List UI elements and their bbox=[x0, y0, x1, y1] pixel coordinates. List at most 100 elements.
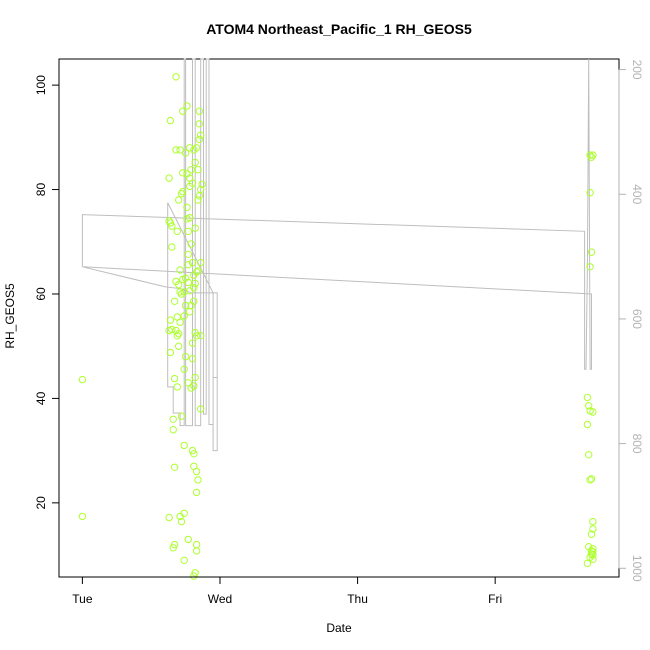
data-point bbox=[183, 102, 191, 110]
data-point bbox=[586, 263, 594, 271]
data-point bbox=[587, 248, 596, 256]
y-tick-label: 80 bbox=[34, 183, 48, 197]
data-point bbox=[184, 535, 193, 544]
data-point bbox=[589, 555, 597, 563]
data-point bbox=[195, 192, 204, 200]
data-point bbox=[195, 120, 204, 128]
data-point bbox=[180, 312, 188, 320]
data-point bbox=[186, 308, 194, 316]
data-point bbox=[583, 393, 592, 402]
profile-line bbox=[81, 58, 592, 452]
data-point bbox=[175, 330, 183, 338]
data-point bbox=[186, 144, 194, 152]
data-point bbox=[194, 476, 202, 484]
data-point bbox=[192, 547, 201, 555]
data-point bbox=[191, 224, 199, 232]
right-y-tick-label: 600 bbox=[630, 309, 644, 329]
data-point bbox=[585, 451, 593, 459]
data-point bbox=[188, 339, 197, 347]
y-tick-label: 100 bbox=[34, 75, 48, 95]
right-y-tick-label: 1000 bbox=[630, 555, 644, 582]
data-point bbox=[176, 288, 184, 296]
data-point bbox=[197, 131, 205, 139]
data-point bbox=[589, 151, 597, 159]
data-point bbox=[587, 547, 596, 555]
data-point bbox=[183, 203, 191, 212]
data-point bbox=[195, 135, 204, 144]
data-point bbox=[184, 278, 193, 287]
data-point bbox=[587, 153, 596, 161]
data-point bbox=[197, 332, 205, 340]
y-axis: 20 40 60 80 100 bbox=[34, 75, 60, 510]
data-point bbox=[587, 550, 596, 558]
data-point bbox=[194, 267, 202, 275]
data-point bbox=[190, 450, 198, 458]
data-point bbox=[194, 196, 202, 204]
y-axis-label: RH_GEOS5 bbox=[3, 283, 17, 349]
data-point bbox=[190, 284, 198, 292]
data-point bbox=[165, 513, 173, 522]
right-y-tick-label: 200 bbox=[630, 60, 644, 80]
data-point bbox=[586, 189, 594, 197]
data-point bbox=[170, 463, 179, 471]
data-point bbox=[181, 149, 190, 157]
data-point bbox=[583, 559, 592, 568]
x-axis-label: Date bbox=[326, 621, 352, 635]
data-point bbox=[586, 476, 594, 484]
data-point bbox=[169, 426, 177, 434]
x-axis: Tue Wed Thu Fri bbox=[72, 576, 502, 606]
data-point bbox=[190, 382, 198, 390]
y-tick-label: 40 bbox=[34, 391, 48, 405]
data-point bbox=[166, 116, 175, 125]
right-y-axis: 200 400 600 800 1000 bbox=[618, 60, 644, 582]
data-point bbox=[192, 467, 201, 476]
data-point bbox=[170, 374, 179, 383]
data-point bbox=[192, 144, 201, 152]
data-point bbox=[187, 240, 195, 248]
data-point bbox=[172, 73, 180, 81]
data-point bbox=[180, 365, 188, 373]
data-point bbox=[180, 288, 188, 296]
data-point bbox=[191, 373, 199, 382]
data-point bbox=[188, 446, 197, 455]
data-point bbox=[585, 402, 593, 410]
data-point bbox=[589, 551, 597, 559]
data-point bbox=[179, 107, 187, 115]
data-point bbox=[186, 214, 194, 222]
data-point bbox=[184, 227, 193, 236]
data-point bbox=[192, 540, 201, 549]
data-point bbox=[173, 383, 182, 391]
data-point bbox=[188, 355, 197, 363]
data-point bbox=[176, 146, 184, 154]
data-point bbox=[179, 169, 187, 177]
data-point bbox=[180, 509, 188, 517]
data-point bbox=[586, 151, 594, 159]
data-point bbox=[184, 250, 193, 259]
data-point bbox=[177, 412, 186, 420]
right-y-tick-label: 800 bbox=[630, 434, 644, 454]
data-point bbox=[179, 187, 187, 196]
data-point bbox=[589, 517, 597, 526]
data-point bbox=[192, 488, 201, 497]
data-point bbox=[165, 174, 173, 182]
data-point bbox=[190, 297, 198, 305]
data-point bbox=[188, 179, 197, 188]
data-point bbox=[173, 332, 182, 340]
data-point bbox=[166, 348, 175, 357]
x-tick-label: Wed bbox=[208, 592, 232, 606]
data-point bbox=[168, 222, 176, 230]
y-tick-label: 60 bbox=[34, 287, 48, 301]
data-point bbox=[589, 525, 597, 533]
data-point bbox=[197, 185, 205, 194]
data-point bbox=[78, 375, 87, 384]
data-point bbox=[198, 180, 206, 189]
profile-line-layer bbox=[81, 58, 592, 452]
data-point bbox=[181, 352, 190, 361]
data-point bbox=[169, 415, 177, 423]
data-point bbox=[78, 512, 87, 521]
data-point bbox=[589, 408, 597, 416]
data-point bbox=[176, 318, 184, 326]
data-point bbox=[583, 420, 592, 429]
plot-area-frame bbox=[58, 58, 620, 578]
data-point bbox=[195, 107, 204, 115]
